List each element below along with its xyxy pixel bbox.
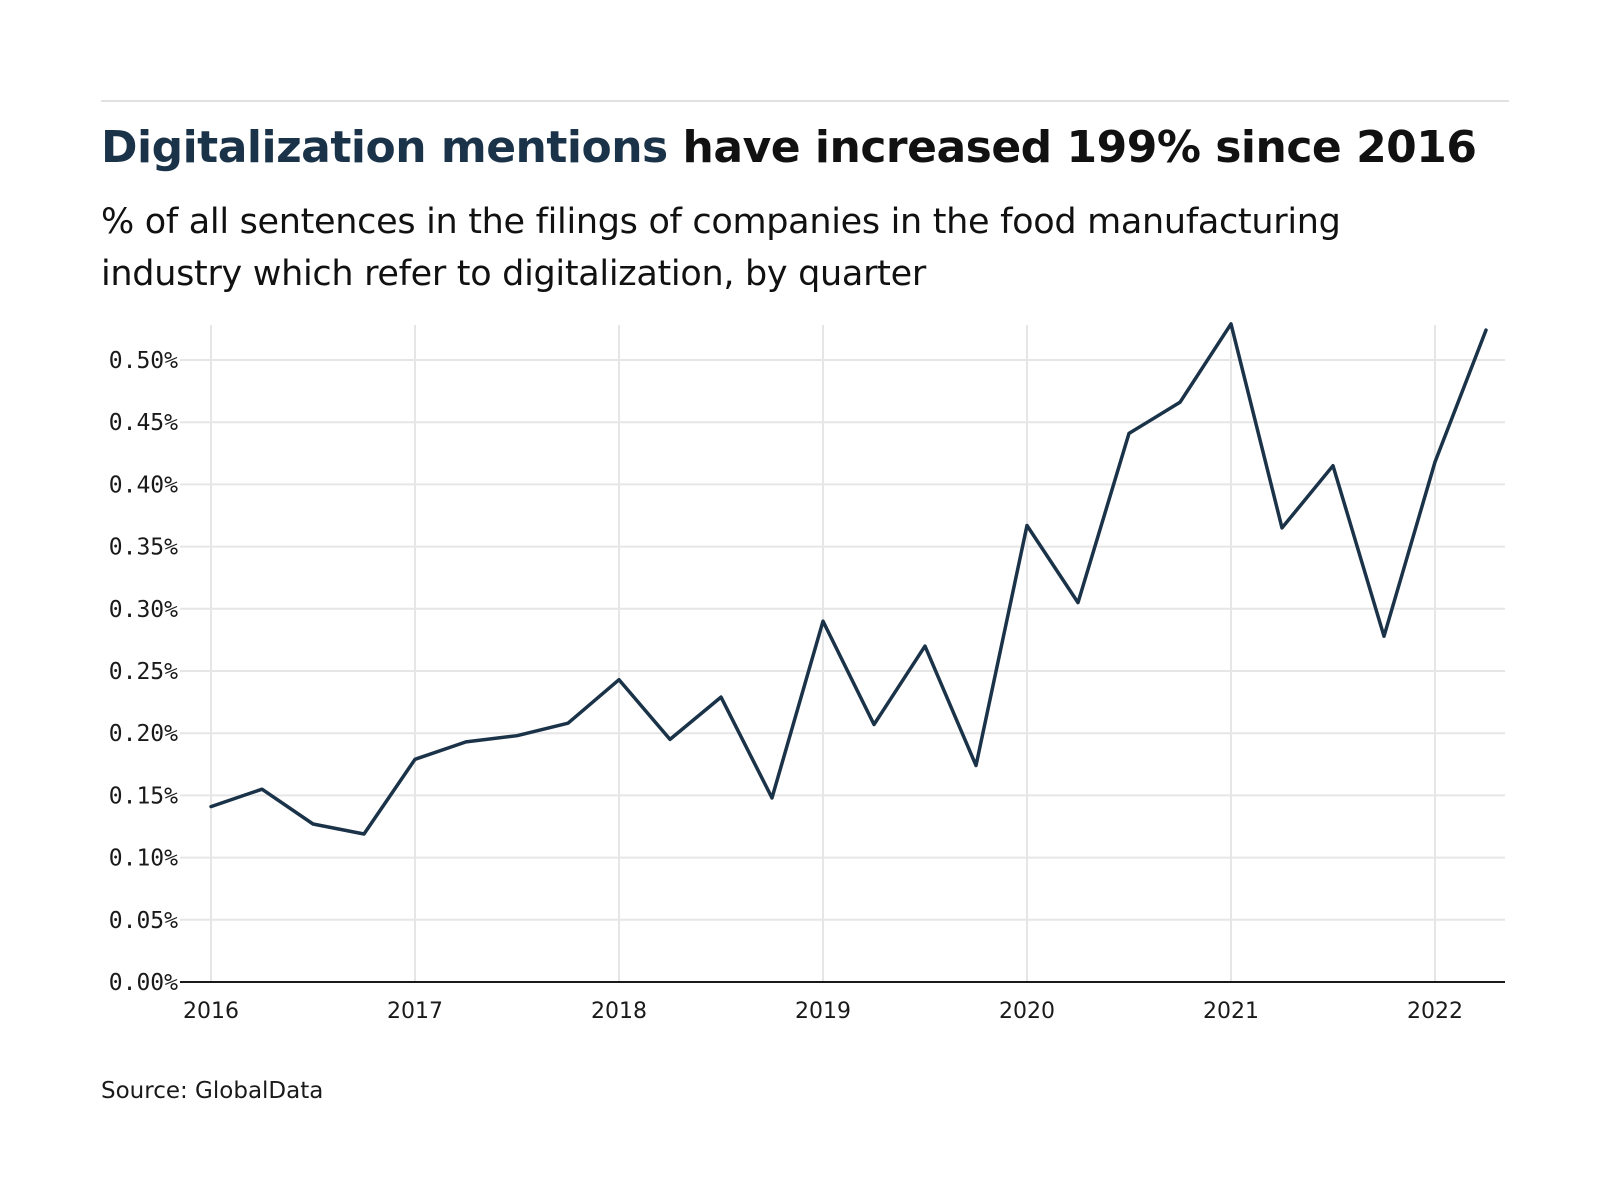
x-tick-label: 2019 bbox=[795, 999, 851, 1024]
x-tick-label: 2016 bbox=[183, 999, 239, 1024]
y-tick-label: 0.25% bbox=[109, 659, 178, 685]
y-tick-label: 0.10% bbox=[109, 846, 178, 872]
x-tick-label: 2022 bbox=[1407, 999, 1463, 1024]
grid-layer bbox=[180, 325, 1505, 982]
chart-title: Digitalization mentions have increased 1… bbox=[101, 122, 1521, 173]
title-highlight: Digitalization mentions bbox=[101, 122, 668, 173]
series-layer bbox=[209, 322, 1488, 836]
series-line bbox=[209, 322, 1488, 836]
y-tick-label: 0.05% bbox=[109, 908, 178, 934]
label-layer: 0.00% 0.05% 0.10% 0.15% 0.20% 0.25% 0.30% 0.35%… bbox=[109, 348, 1463, 1024]
x-tick-label: 2018 bbox=[591, 999, 647, 1024]
y-tick-label: 0.00% bbox=[109, 970, 178, 996]
y-tick-label: 0.50% bbox=[109, 348, 178, 374]
source-note: Source: GlobalData bbox=[101, 1078, 324, 1104]
y-tick-label: 0.40% bbox=[109, 472, 178, 498]
x-tick-label: 2020 bbox=[999, 999, 1055, 1024]
y-tick-label: 0.35% bbox=[109, 535, 178, 561]
y-tick-label: 0.45% bbox=[109, 410, 178, 436]
y-tick-label: 0.15% bbox=[109, 783, 178, 809]
chart-subtitle: % of all sentences in the filings of com… bbox=[101, 202, 1341, 294]
y-tick-label: 0.20% bbox=[109, 721, 178, 747]
top-divider bbox=[101, 100, 1509, 102]
title-rest: have increased 199% since 2016 bbox=[667, 122, 1477, 173]
y-tick-label: 0.30% bbox=[109, 597, 178, 623]
x-tick-label: 2021 bbox=[1203, 999, 1259, 1024]
x-tick-label: 2017 bbox=[387, 999, 443, 1024]
